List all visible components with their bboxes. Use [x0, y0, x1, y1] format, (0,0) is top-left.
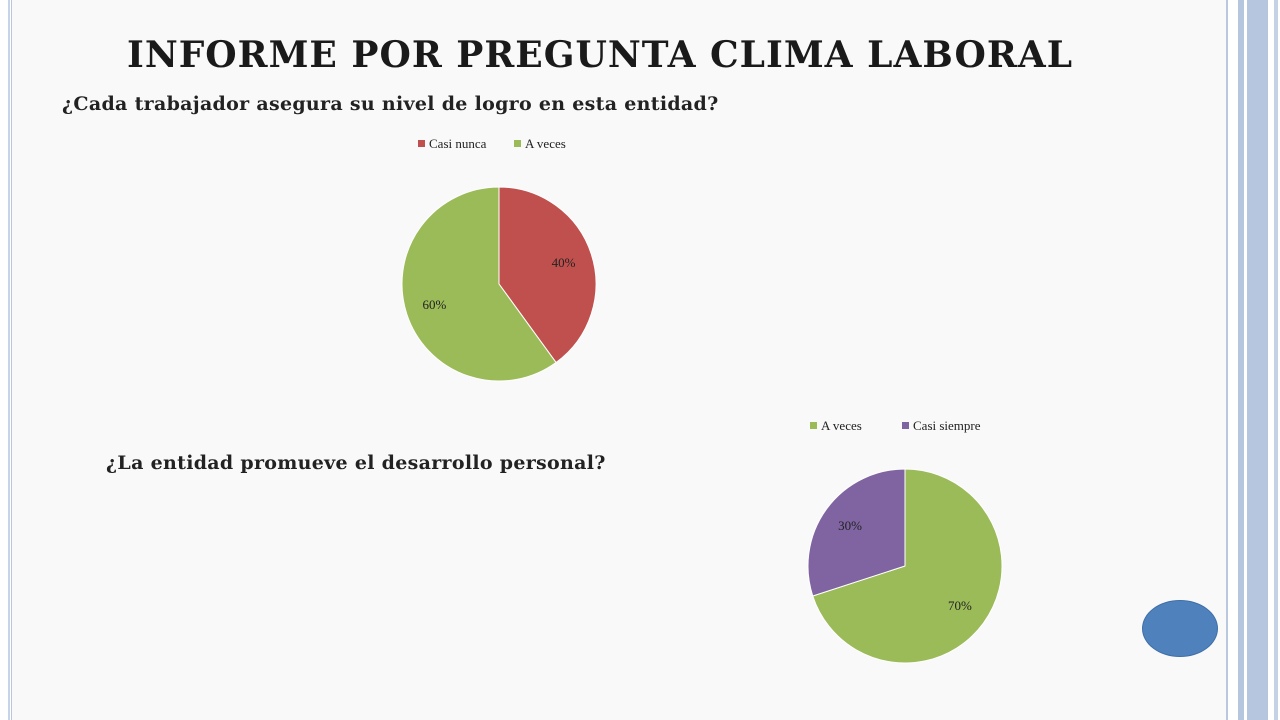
legend-swatch-1-0 [418, 140, 425, 147]
legend-label-2-0: A veces [821, 418, 862, 433]
data-label-1-1: 60% [423, 297, 447, 312]
pie-slice-2-0 [812, 468, 1003, 664]
legend-label-1-1: A veces [525, 136, 566, 151]
pie-slice-2-1 [807, 468, 906, 597]
data-label-2-1: 30% [838, 518, 862, 533]
question-1: ¿Cada trabajador asegura su nivel de log… [62, 93, 719, 115]
right-decorative-frame [1226, 0, 1280, 720]
pie-chart-2: A veces Casi siempre 70% 30% [790, 410, 1030, 680]
navigation-circle-button[interactable] [1142, 600, 1218, 657]
slide-area [12, 0, 1226, 720]
legend-swatch-1-1 [514, 140, 521, 147]
pie-chart-2-svg: A veces Casi siempre 70% 30% [807, 418, 1003, 664]
legend-swatch-2-0 [810, 422, 817, 429]
pie-chart-1: Casi nunca A veces 40% 60% [380, 128, 620, 398]
question-2: ¿La entidad promueve el desarrollo perso… [106, 452, 606, 474]
legend-label-1-0: Casi nunca [429, 136, 487, 151]
pie-slice-1-1 [401, 186, 557, 382]
data-label-1-0: 40% [552, 255, 576, 270]
pie-chart-1-svg: Casi nunca A veces 40% 60% [401, 136, 597, 382]
slide-left-border [0, 0, 12, 720]
slide-title: INFORME POR PREGUNTA CLIMA LABORAL [126, 34, 1074, 76]
pie-slice-1-0 [498, 186, 597, 364]
legend-label-2-1: Casi siempre [913, 418, 981, 433]
legend-swatch-2-1 [902, 422, 909, 429]
data-label-2-0: 70% [948, 598, 972, 613]
